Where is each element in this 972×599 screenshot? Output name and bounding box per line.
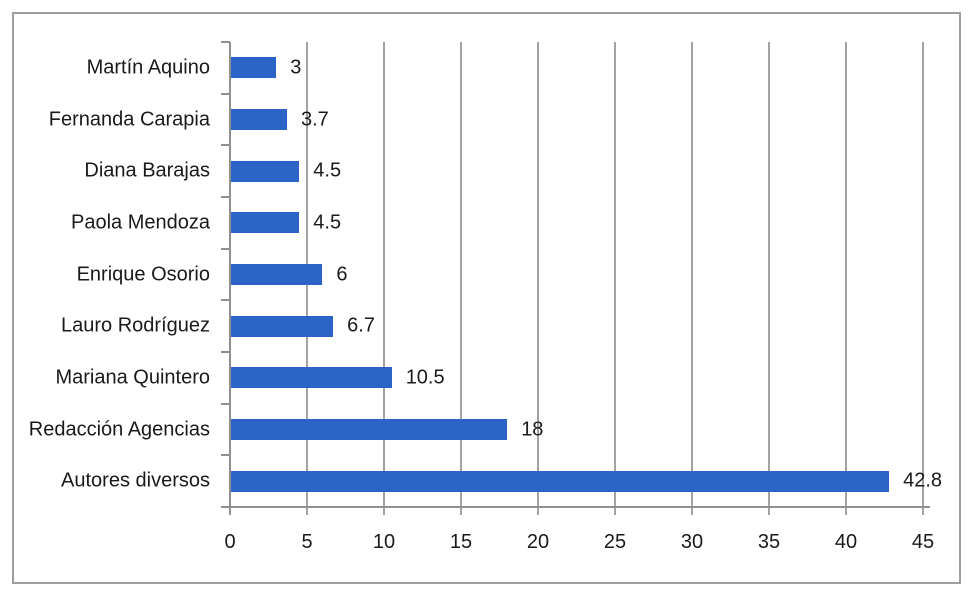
category-label: Fernanda Carapia [48, 108, 210, 130]
category-label: Martín Aquino [86, 56, 210, 79]
value-label: 4.5 [313, 211, 342, 234]
category-axis-tick [221, 454, 230, 457]
chart-frame [12, 12, 961, 584]
category-label: Paola Mendoza [71, 211, 210, 234]
bar [231, 367, 392, 389]
gridline [383, 42, 385, 515]
value-label: 3.7 [300, 108, 329, 130]
x-tick-label: 0 [224, 531, 236, 553]
value-label: 6.7 [347, 314, 375, 337]
x-tick-label: 10 [372, 531, 396, 553]
bar [231, 109, 287, 130]
bar [231, 160, 300, 182]
category-label: Lauro Rodríguez [61, 314, 210, 337]
x-tick-label: 40 [834, 531, 858, 553]
category-axis-tick [221, 92, 230, 95]
bar [231, 57, 277, 79]
value-label: 42.8 [903, 469, 943, 492]
gridline [614, 42, 616, 515]
gridline [768, 42, 770, 515]
value-label: 4.5 [313, 159, 342, 182]
x-tick-label: 45 [911, 531, 935, 553]
gridline [691, 42, 693, 515]
x-tick-label: 15 [449, 531, 473, 553]
x-axis-line [221, 506, 930, 508]
category-label: Mariana Quintero [55, 366, 210, 389]
category-axis-tick [221, 351, 230, 353]
bar [231, 264, 323, 285]
category-label: Redacción Agencias [28, 418, 210, 440]
gridline [460, 42, 462, 515]
x-tick-label: 25 [603, 531, 627, 553]
x-tick-label: 35 [757, 531, 781, 553]
category-label: Autores diversos [61, 469, 210, 492]
bar [231, 419, 508, 440]
gridline [922, 42, 924, 515]
x-tick-label: 20 [526, 531, 550, 553]
bar [231, 212, 300, 234]
gridline [537, 42, 539, 515]
category-label: Diana Barajas [84, 159, 210, 182]
value-label: 3 [290, 56, 302, 79]
x-tick-label: 5 [301, 531, 313, 553]
value-label: 10.5 [405, 366, 445, 389]
category-axis-tick [221, 299, 230, 302]
category-axis-tick [221, 247, 230, 250]
category-axis-tick [221, 506, 230, 508]
category-label: Enrique Osorio [76, 263, 210, 285]
category-axis-tick [221, 196, 230, 198]
category-axis-tick [221, 144, 230, 147]
category-axis-tick [221, 41, 230, 43]
value-label: 6 [336, 263, 348, 285]
y-axis-line [229, 42, 231, 515]
bar [231, 470, 890, 492]
x-tick-label: 30 [680, 531, 704, 553]
value-label: 18 [521, 418, 544, 440]
gridline [845, 42, 847, 515]
category-axis-tick [221, 402, 230, 405]
bar [231, 315, 334, 337]
